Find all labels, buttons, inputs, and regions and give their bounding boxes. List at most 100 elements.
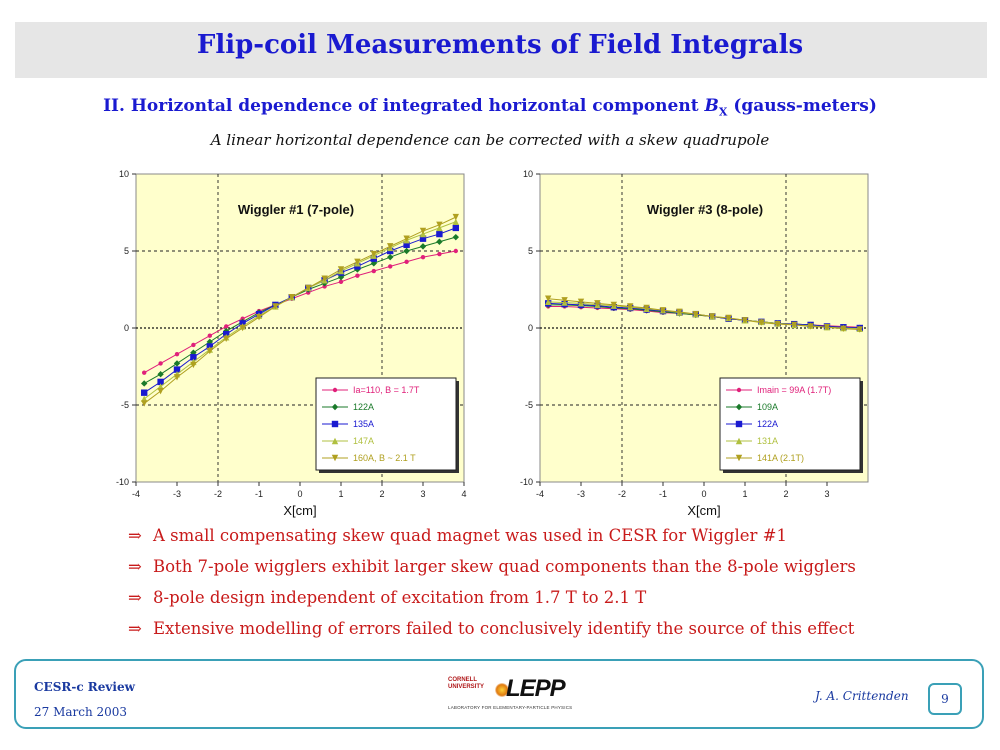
data-point: [725, 314, 732, 322]
data-point: [453, 248, 458, 254]
data-point: [807, 323, 814, 330]
bullet-item: ⇒ A small compensating skew quad magnet w…: [128, 526, 928, 557]
data-point: [370, 250, 377, 258]
data-point: [577, 298, 585, 306]
y-tick-label: -5: [525, 400, 533, 410]
data-point: [436, 221, 443, 229]
data-point: [452, 218, 459, 225]
bullet-item: ⇒ Both 7-pole wigglers exhibit larger ske…: [128, 557, 928, 588]
data-point: [452, 224, 459, 232]
data-point: [419, 227, 427, 235]
title-bar: [15, 22, 987, 78]
y-tick-label: 5: [528, 246, 533, 256]
data-point: [758, 319, 765, 326]
data-point: [157, 378, 164, 386]
data-point: [774, 320, 781, 328]
data-point: [190, 361, 197, 369]
data-point: [157, 371, 164, 378]
logo-mark: LEPP: [506, 675, 566, 702]
data-point: [321, 275, 328, 282]
chart-title: Wiggler #1 (7-pole): [238, 202, 354, 217]
x-tick-label: 1: [338, 489, 343, 499]
x-tick-label: -3: [577, 489, 585, 499]
data-point: [736, 387, 742, 393]
legend-label: 135A: [353, 419, 374, 429]
data-point: [437, 251, 442, 257]
implies-arrow-icon: ⇒: [128, 557, 142, 576]
data-point: [823, 324, 831, 331]
data-point: [355, 273, 360, 278]
logo-burst-icon: [495, 683, 509, 697]
data-point: [173, 366, 181, 373]
data-point: [419, 235, 427, 242]
x-tick-label: -1: [255, 489, 263, 499]
data-point: [735, 420, 743, 428]
data-point: [224, 324, 229, 329]
y-tick-label: 0: [124, 323, 129, 333]
x-tick-label: -4: [536, 489, 544, 499]
slide-tagline: A linear horizontal dependence can be co…: [210, 131, 770, 149]
bullet-text: A small compensating skew quad magnet wa…: [153, 526, 787, 545]
data-point: [856, 326, 863, 333]
data-point: [643, 304, 650, 312]
data-point: [404, 259, 409, 264]
data-point: [173, 360, 181, 367]
subtitle-text-pre: II. Horizontal dependence of integrated …: [103, 96, 705, 116]
slide-title: Flip-coil Measurements of Field Integral…: [196, 30, 804, 60]
legend-label: 147A: [353, 436, 374, 446]
data-point: [354, 258, 361, 265]
y-tick-label: -10: [520, 477, 533, 487]
data-point: [332, 387, 338, 393]
bullet-item: ⇒ Extensive modelling of errors failed to…: [128, 619, 928, 650]
data-point: [709, 313, 716, 320]
x-tick-label: 2: [783, 489, 788, 499]
data-point: [403, 241, 410, 249]
bullet-text: 8-pole design independent of excitation …: [153, 588, 647, 607]
data-point: [157, 387, 164, 395]
footer-frame: [14, 659, 984, 729]
data-point: [174, 351, 180, 357]
series-group: [545, 295, 863, 333]
y-tick-label: 0: [528, 323, 533, 333]
y-tick-label: 5: [124, 246, 129, 256]
footer-date: 27 March 2003: [34, 705, 128, 719]
legend-label: Ia=110, B = 1.7T: [353, 385, 420, 395]
data-point: [735, 437, 743, 445]
data-point: [403, 235, 410, 242]
data-point: [338, 279, 344, 284]
x-axis-label: X[cm]: [687, 503, 720, 518]
data-point: [676, 308, 683, 316]
legend-label: 109A: [757, 402, 778, 412]
y-tick-label: -10: [116, 477, 129, 487]
x-tick-label: -2: [214, 489, 222, 499]
y-tick-label: 10: [119, 169, 129, 179]
legend-label: 160A, B ~ 2.1 T: [353, 453, 416, 463]
data-point: [610, 301, 617, 309]
x-tick-label: 4: [461, 489, 466, 499]
data-point: [387, 253, 394, 261]
data-point: [791, 321, 798, 329]
data-point: [337, 266, 345, 273]
lepp-logo: CORNELL UNIVERSITY LEPP LABORATORY FOR EL…: [448, 675, 590, 713]
y-tick-label: 10: [523, 169, 533, 179]
series-line: [548, 298, 860, 331]
data-point: [141, 389, 148, 396]
legend-label: Imain = 99A (1.7T): [757, 385, 831, 395]
x-tick-label: 3: [824, 489, 829, 499]
legend-label: 141A (2.1T): [757, 453, 804, 463]
logo-cornell-text: CORNELL UNIVERSITY: [448, 677, 485, 690]
data-point: [142, 370, 147, 375]
data-point: [331, 437, 339, 445]
data-point: [207, 333, 212, 338]
x-tick-label: 3: [420, 489, 425, 499]
data-point: [387, 243, 394, 250]
data-point: [594, 300, 601, 307]
data-point: [561, 297, 568, 304]
page-number: 9: [928, 683, 962, 715]
data-point: [735, 403, 743, 411]
data-point: [692, 310, 699, 318]
footer-author: J. A. Crittenden: [815, 689, 909, 703]
legend-label: 131A: [757, 436, 778, 446]
x-tick-label: -4: [132, 489, 140, 499]
